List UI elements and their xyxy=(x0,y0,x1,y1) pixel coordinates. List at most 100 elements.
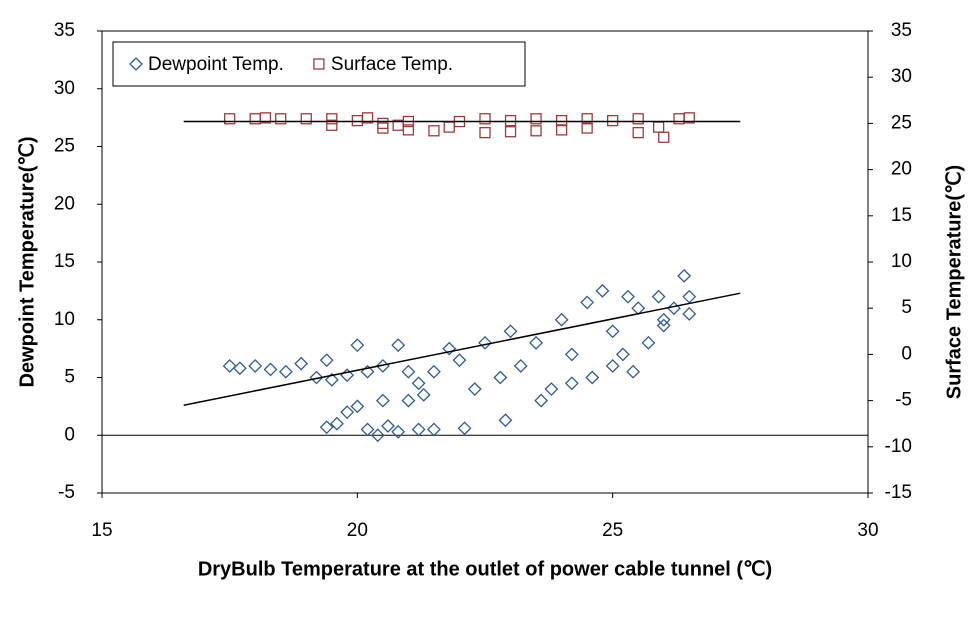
dewpoint-point xyxy=(222,359,237,373)
surface-point xyxy=(581,113,593,125)
surface-point xyxy=(555,114,568,127)
y2-axis-label: Surface Temperature(℃) xyxy=(943,165,965,399)
y2-tick-label: -10 xyxy=(885,436,912,457)
dewpoint-point xyxy=(381,419,395,433)
y-tick-label: 25 xyxy=(54,136,75,157)
y-axis-label: Dewpoint Temperature(℃) xyxy=(16,137,38,388)
x-tick-label: 15 xyxy=(91,520,112,541)
dewpoint-point xyxy=(427,422,441,437)
y-tick-label: 35 xyxy=(54,20,75,41)
y2-tick-label: 5 xyxy=(901,297,912,318)
plot-area xyxy=(101,30,869,494)
dewpoint-point xyxy=(677,268,692,283)
trend-line xyxy=(183,292,741,406)
dewpoint-point xyxy=(580,295,595,310)
dewpoint-point xyxy=(391,338,406,353)
dewpoint-point xyxy=(309,370,324,385)
dewpoint-point xyxy=(544,382,559,396)
dewpoint-point xyxy=(478,335,492,350)
dewpoint-point xyxy=(651,289,666,304)
y2-tick-label: 30 xyxy=(891,66,912,87)
dewpoint-point xyxy=(457,421,472,436)
dewpoint-point xyxy=(416,387,431,402)
surface-point xyxy=(326,119,338,131)
dewpoint-point xyxy=(626,364,641,379)
surface-point xyxy=(530,113,542,125)
dewpoint-point xyxy=(554,312,569,327)
dewpoint-point xyxy=(564,347,579,362)
surface-point xyxy=(555,124,568,136)
dewpoint-point xyxy=(427,364,441,379)
surface-point xyxy=(658,131,670,143)
dewpoint-point xyxy=(329,416,344,431)
dewpoint-point xyxy=(641,335,656,350)
dewpoint-point xyxy=(656,318,671,333)
y2-tick-label: 20 xyxy=(891,159,912,180)
dewpoint-point xyxy=(585,370,600,385)
surface-point xyxy=(224,113,236,125)
dewpoint-point xyxy=(529,335,543,350)
surface-point xyxy=(607,114,619,127)
y2-tick-label: -5 xyxy=(895,390,912,411)
y-tick-label: 10 xyxy=(54,309,75,330)
legend-marker xyxy=(129,57,143,71)
dewpoint-point xyxy=(621,289,635,304)
y-tick-label: 30 xyxy=(54,78,75,99)
surface-point xyxy=(326,113,338,125)
dewpoint-point xyxy=(615,347,630,362)
dewpoint-point xyxy=(411,422,426,437)
y-tick-label: 0 xyxy=(64,424,75,445)
dewpoint-point xyxy=(513,359,528,373)
dewpoint-point xyxy=(401,393,416,408)
y2-tick-label: 0 xyxy=(901,343,912,364)
surface-point xyxy=(581,122,593,134)
surface-point xyxy=(300,113,312,125)
dewpoint-point xyxy=(503,324,518,339)
dewpoint-point xyxy=(682,307,697,321)
legend-label: Dewpoint Temp. xyxy=(148,54,284,75)
dewpoint-point xyxy=(411,376,426,391)
surface-point xyxy=(259,112,272,124)
surface-point xyxy=(504,114,517,127)
y2-tick-label: 10 xyxy=(891,251,912,272)
y2-tick-label: -15 xyxy=(885,482,912,503)
y-tick-label: -5 xyxy=(58,482,75,503)
surface-point xyxy=(632,126,644,139)
dewpoint-point xyxy=(605,359,620,373)
x-tick-label: 20 xyxy=(347,520,368,541)
surface-point xyxy=(351,114,363,127)
dewpoint-point xyxy=(319,353,334,368)
dewpoint-point xyxy=(467,382,482,396)
surface-point xyxy=(632,113,644,125)
dewpoint-point xyxy=(605,324,620,339)
surface-point xyxy=(443,121,455,133)
dewpoint-point xyxy=(248,359,263,373)
dewpoint-point xyxy=(452,353,467,368)
dewpoint-point xyxy=(391,424,406,439)
legend-marker xyxy=(313,58,325,70)
dewpoint-point xyxy=(350,338,365,353)
dewpoint-point xyxy=(340,405,355,420)
y-tick-label: 5 xyxy=(64,367,75,388)
legend-box xyxy=(112,41,526,87)
y-tick-label: 20 xyxy=(54,193,75,214)
dewpoint-point xyxy=(493,370,508,385)
dewpoint-point xyxy=(682,289,697,304)
dewpoint-point xyxy=(401,364,416,379)
dewpoint-point xyxy=(667,301,681,316)
x-tick-label: 30 xyxy=(857,520,878,541)
surface-point xyxy=(652,121,665,133)
dewpoint-point xyxy=(564,376,579,391)
y-tick-label: 15 xyxy=(54,251,75,272)
surface-point xyxy=(683,112,695,124)
dewpoint-point xyxy=(350,399,365,414)
dewpoint-point xyxy=(498,413,513,428)
dewpoint-point xyxy=(278,364,293,379)
dewpoint-point xyxy=(319,420,334,435)
dewpoint-point xyxy=(442,341,457,356)
dewpoint-point xyxy=(534,393,549,408)
x-tick-label: 25 xyxy=(602,520,623,541)
surface-point xyxy=(479,113,491,125)
dewpoint-point xyxy=(370,428,385,443)
y2-tick-label: 25 xyxy=(891,112,912,133)
